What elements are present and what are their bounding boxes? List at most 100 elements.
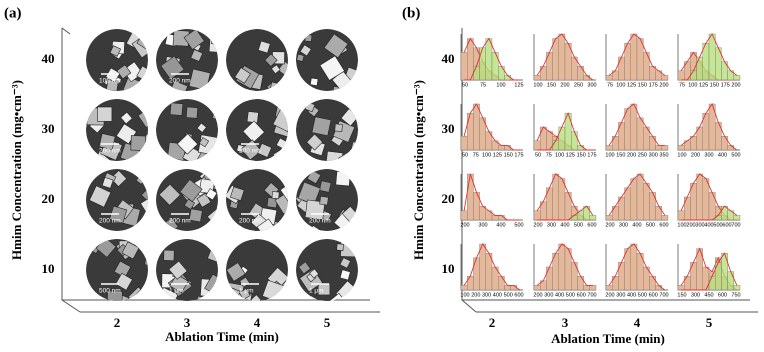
- histogram-bar: [624, 187, 631, 221]
- hist-tick-label: 400: [555, 292, 564, 298]
- histogram-bar: [655, 205, 662, 221]
- fit-curve: [608, 173, 666, 216]
- histogram-bar: [721, 135, 728, 151]
- micrograph: [156, 99, 218, 161]
- hist-tick-label: 700: [659, 292, 668, 298]
- hist-tick-label: 300: [482, 292, 491, 298]
- x-tick-label: 3: [562, 315, 569, 330]
- histogram-bar: [661, 75, 669, 81]
- hist-tick-label: 200: [691, 152, 700, 158]
- hist-tick-label: 200: [533, 292, 542, 298]
- particle: [190, 49, 204, 62]
- x-tick-label: 2: [114, 315, 121, 330]
- particle: [185, 106, 198, 119]
- hist-tick-label: 500: [713, 222, 722, 228]
- histogram-bar: [473, 103, 480, 151]
- histogram-bar: [533, 140, 541, 151]
- histogram-bar: [655, 285, 662, 291]
- y-tick-label: 40: [442, 51, 455, 66]
- histogram-bar: [540, 65, 547, 81]
- particle: [296, 53, 305, 62]
- hist-tick-label: 200: [533, 222, 542, 228]
- hist-tick-label: 125: [493, 152, 502, 158]
- hist-tick-label: 450: [704, 292, 713, 298]
- particle: [213, 173, 218, 191]
- x-tick-label: 5: [324, 315, 331, 330]
- histogram-bar: [661, 215, 669, 221]
- histogram-bar: [605, 75, 613, 81]
- x-tick-label: 4: [254, 315, 261, 330]
- hist-tick-label: 500: [566, 292, 575, 298]
- hist-tick-label: 500: [574, 222, 583, 228]
- hist-tick-label: 200: [659, 82, 668, 88]
- particle: [277, 60, 288, 77]
- x-tick-label: 5: [706, 315, 713, 330]
- hist-tick-label: 200: [605, 292, 614, 298]
- histogram-bar: [677, 210, 685, 221]
- hist-tick-label: 100: [677, 152, 686, 158]
- micrograph: [296, 99, 358, 161]
- hist-tick-label: 200: [471, 292, 480, 298]
- particle: [257, 40, 271, 54]
- hist-tick-label: 600: [722, 222, 731, 228]
- micrograph: 1 μm: [226, 239, 288, 301]
- hist-tick-label: 400: [718, 152, 727, 158]
- micrograph: 200 nm: [86, 169, 148, 231]
- fit-curve: [680, 102, 738, 151]
- particle: [113, 260, 132, 278]
- histogram-bar: [504, 75, 511, 81]
- scale-bar-label: 1 μm: [309, 288, 324, 295]
- histogram-bar: [649, 276, 656, 291]
- fit-curve: [464, 37, 520, 81]
- histogram-bar: [504, 145, 511, 151]
- particle: [250, 294, 262, 301]
- histogram-bar: [533, 210, 541, 221]
- histogram-bar: [618, 56, 625, 81]
- micrograph: [226, 29, 288, 91]
- histogram-bar: [605, 145, 613, 151]
- hist-tick-label: 75: [480, 82, 486, 88]
- histogram-bar: [552, 173, 559, 221]
- hist-tick-label: 300: [649, 152, 658, 158]
- scale-bar-label: 100 nm: [99, 78, 121, 85]
- histogram-bar: [733, 75, 741, 81]
- hist-tick-label: 300: [478, 222, 487, 228]
- hist-tick-label: 150: [577, 152, 586, 158]
- histogram-bar: [630, 33, 638, 81]
- hist-tick-label: 75: [473, 152, 479, 158]
- hist-tick-label: 50: [462, 82, 468, 88]
- particle: [158, 183, 181, 206]
- panel-label: (a): [4, 5, 22, 21]
- hist-tick-label: 100: [460, 292, 469, 298]
- fit-curve: [681, 205, 738, 221]
- particle: [106, 290, 123, 301]
- hist-tick-label: 200: [731, 82, 740, 88]
- hist-tick-label: 500: [638, 292, 647, 298]
- fit-curve: [536, 33, 594, 81]
- histogram-bar: [708, 33, 716, 81]
- histogram-bar: [571, 131, 578, 151]
- hist-tick-label: 700: [731, 222, 740, 228]
- histogram-bar: [690, 70, 697, 81]
- particle: [195, 295, 214, 301]
- histogram-bar: [571, 215, 578, 221]
- fit-curve: [537, 111, 593, 151]
- histogram-bar: [498, 215, 505, 221]
- particle: [98, 133, 116, 150]
- particle: [207, 155, 218, 161]
- hist-tick-label: 200: [686, 222, 695, 228]
- histogram-bar: [460, 210, 468, 221]
- particle: [348, 141, 358, 161]
- fit-curve: [608, 243, 666, 291]
- scale-bar-label: 200 nm: [309, 218, 331, 225]
- particle: [210, 29, 218, 47]
- histogram-bar: [558, 126, 566, 151]
- particle: [311, 116, 332, 137]
- hist-tick-label: 150: [616, 152, 625, 158]
- histogram-bar: [589, 285, 597, 291]
- hist-tick-label: 400: [493, 292, 502, 298]
- particle: [283, 84, 288, 91]
- histogram-bar: [715, 215, 722, 221]
- micrograph: 200 nm: [226, 169, 288, 231]
- histogram-bar: [552, 140, 559, 151]
